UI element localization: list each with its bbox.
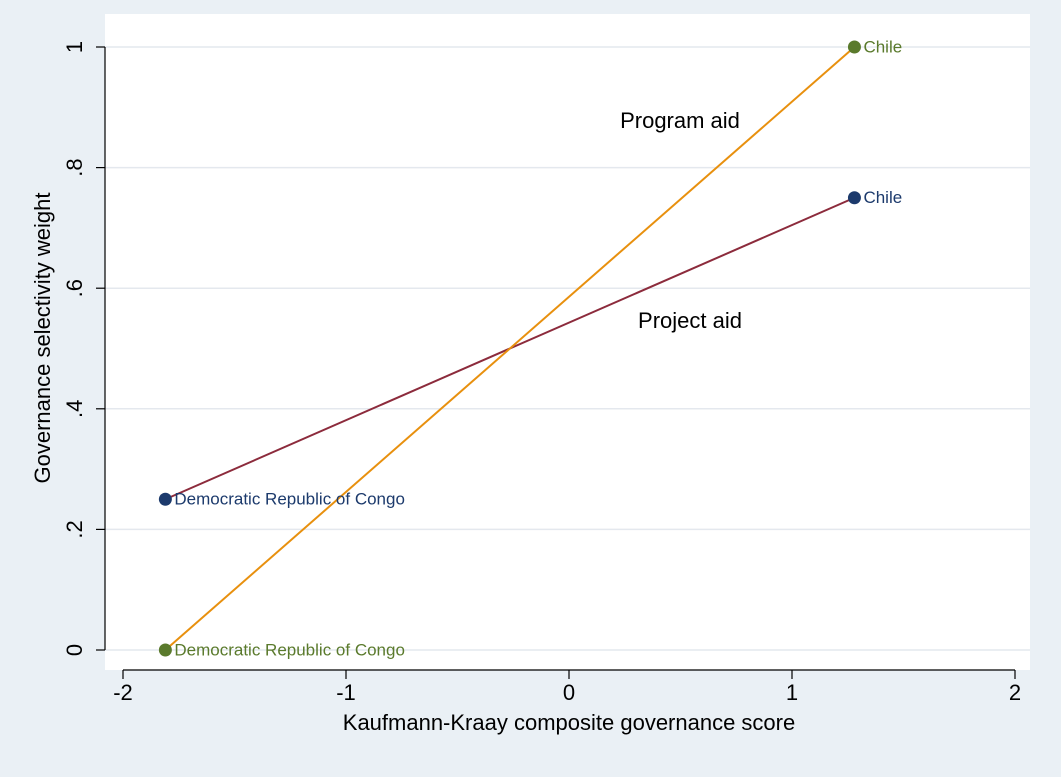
y-tick-label: 0 — [62, 644, 87, 656]
x-tick-label: 2 — [1009, 680, 1021, 705]
marker — [847, 191, 861, 205]
y-tick-label: .6 — [62, 279, 87, 297]
point-label: Chile — [863, 37, 902, 56]
marker — [847, 40, 861, 54]
point-label: Chile — [863, 188, 902, 207]
point-label: Democratic Republic of Congo — [174, 490, 405, 509]
series-label: Program aid — [620, 108, 740, 133]
y-axis-title: Governance selectivity weight — [30, 192, 55, 483]
x-tick-label: 1 — [786, 680, 798, 705]
marker — [158, 643, 172, 657]
point-label: Democratic Republic of Congo — [174, 640, 405, 659]
y-tick-label: .8 — [62, 158, 87, 176]
series-line — [164, 46, 856, 651]
y-tick-label: .2 — [62, 520, 87, 538]
series-label: Project aid — [638, 308, 742, 333]
x-tick-label: -2 — [113, 680, 133, 705]
x-axis-title: Kaufmann-Kraay composite governance scor… — [343, 710, 795, 735]
marker — [158, 492, 172, 506]
plot-area — [105, 14, 1030, 670]
x-tick-label: 0 — [563, 680, 575, 705]
y-tick-label: 1 — [62, 41, 87, 53]
y-tick-label: .4 — [62, 400, 87, 418]
x-tick-label: -1 — [336, 680, 356, 705]
